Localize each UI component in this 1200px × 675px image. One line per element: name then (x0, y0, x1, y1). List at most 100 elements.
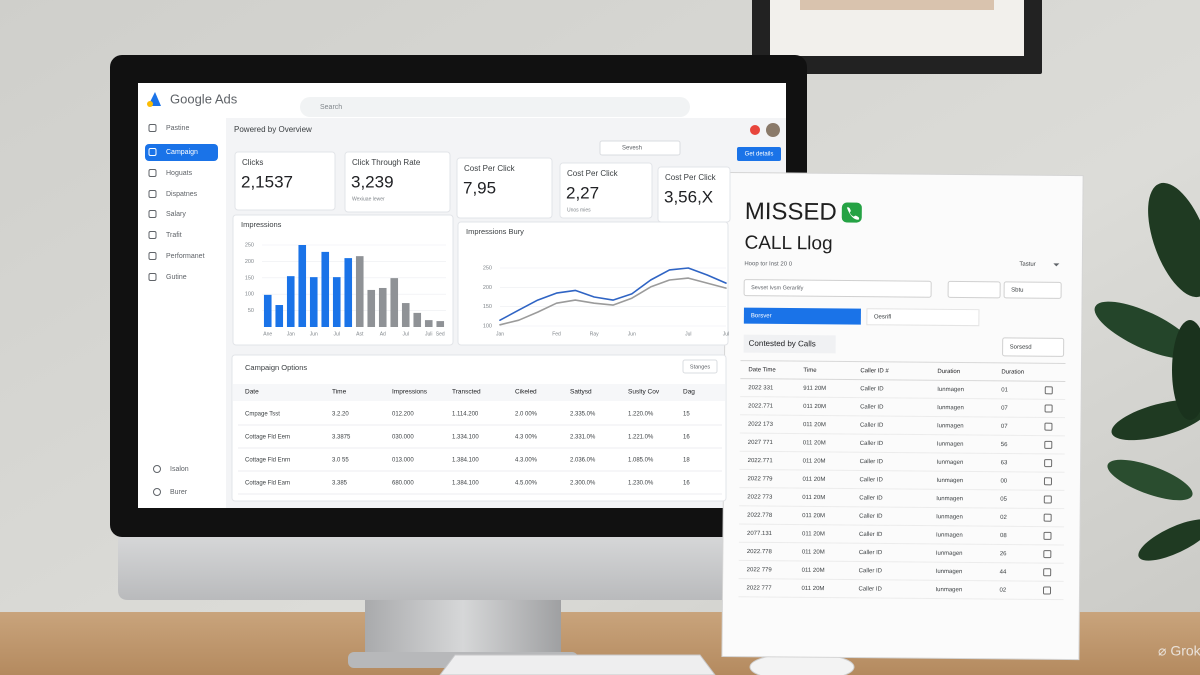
card (231, 354, 727, 502)
row-divider (739, 432, 1065, 437)
log-cell: Iunmagen (936, 514, 963, 520)
y-tick-label: 150 (483, 304, 492, 310)
action-button[interactable] (737, 147, 781, 161)
tab[interactable] (866, 308, 980, 327)
row-action[interactable] (1043, 531, 1052, 540)
x-tick-label: Jul (685, 331, 691, 337)
row-action[interactable] (1043, 495, 1052, 504)
kpi-label: Cost Per Click (567, 169, 619, 178)
option-select[interactable] (1003, 281, 1062, 299)
table-cell: Cmpage Tsst (245, 412, 280, 418)
log-cell: 011 20M (802, 550, 825, 556)
kpi-value: 7,95 (463, 178, 496, 197)
card (234, 151, 336, 211)
row-action[interactable] (1043, 550, 1052, 559)
call-log-sheet: MISSED CALL Llog Hoop tor Inst 20 0 Tastur S… (721, 171, 1084, 661)
kpi-value: 2,27 (566, 183, 599, 202)
bar (263, 294, 272, 327)
log-cell: 2022 779 (747, 476, 773, 482)
table-cell: 1.230.0% (628, 481, 654, 487)
nav-footer-item[interactable]: Isalon (170, 466, 189, 473)
log-cell: 2022 777 (746, 585, 772, 591)
avatar[interactable] (766, 123, 780, 137)
section-bg (743, 334, 836, 354)
row-action[interactable] (1042, 586, 1052, 595)
log-cell: Iunmagen (936, 532, 963, 538)
phone-icon (841, 202, 862, 223)
nav-item[interactable]: Trafit (166, 232, 182, 239)
table-cell: 2.0 00% (515, 412, 538, 418)
table-header-bg (233, 384, 725, 401)
x-tick-label: Jul (334, 331, 340, 337)
nav-selected[interactable] (145, 144, 218, 161)
tab-active[interactable] (743, 307, 861, 325)
x-tick-label: Ast (356, 331, 364, 337)
bar (344, 258, 353, 327)
kpi-note: Wexiuae lewer (352, 196, 385, 202)
keyboard (439, 654, 716, 675)
row-action[interactable] (1044, 422, 1053, 431)
nav-item[interactable]: Salary (166, 211, 186, 218)
row-divider (738, 559, 1064, 564)
sort-label[interactable]: Tastur (1019, 262, 1035, 268)
brand: Google Ads (170, 91, 238, 106)
picture-frame (752, 0, 1042, 74)
log-select[interactable] (743, 279, 932, 298)
row-action[interactable] (1043, 568, 1052, 577)
nav-item[interactable]: Performanet (166, 253, 205, 260)
log-header: Duration (937, 369, 960, 375)
x-tick-label: Jun (310, 331, 318, 337)
monitor-chin (118, 530, 800, 600)
kpi-value: 2,1537 (241, 172, 293, 191)
log-caption: Hoop tor Inst 20 0 (744, 261, 792, 267)
row-action[interactable] (1044, 386, 1053, 395)
row-action[interactable] (1044, 404, 1053, 413)
x-tick-label: Fed (552, 331, 561, 337)
log-cell: 011 20M (802, 495, 825, 501)
bar (367, 289, 376, 327)
tab-label: Oesrifl (874, 314, 891, 320)
log-cell: 2077.131 (747, 531, 773, 537)
nav-icon (148, 169, 157, 177)
bar (332, 277, 341, 327)
table-cell: 1.221.0% (628, 435, 654, 441)
log-cell: 011 20M (803, 440, 826, 446)
log-cell: 2022.771 (748, 458, 774, 464)
y-tick-label: 150 (245, 275, 254, 281)
log-cell: 05 (1000, 497, 1007, 503)
chart-title: Impressions (241, 220, 282, 229)
alert-icon[interactable] (750, 125, 760, 135)
section-button[interactable] (1002, 337, 1065, 357)
table-button[interactable] (682, 359, 718, 374)
log-cell: 2022 773 (747, 494, 773, 500)
log-cell: 011 20M (802, 513, 825, 519)
nav-item[interactable]: Gutine (166, 274, 187, 281)
nav-icon (148, 148, 157, 156)
nav-item[interactable]: Pastine (166, 125, 189, 132)
row-action[interactable] (1043, 513, 1052, 522)
log-cell: 01 (1001, 387, 1008, 393)
nav-item[interactable]: Dispatnes (166, 191, 198, 198)
log-header: Date Time (748, 367, 776, 373)
nav-item[interactable]: Hoguats (166, 170, 193, 177)
table-cell: 3.2.20 (332, 412, 349, 418)
table-cell: 1.384.100 (452, 481, 479, 487)
table-cell: 4.5.00% (515, 481, 538, 487)
log-cell: Iunmagen (936, 478, 963, 484)
log-cell: Caller ID (860, 423, 884, 429)
table-cell: 1.334.100 (452, 435, 479, 441)
log-cell: 08 (1000, 533, 1007, 539)
table-cell: 16 (683, 435, 690, 441)
row-action[interactable] (1044, 459, 1053, 468)
search-placeholder: Search (320, 104, 342, 111)
search-box[interactable] (300, 97, 690, 117)
nav-footer-item[interactable]: Burer (170, 489, 188, 496)
row-action[interactable] (1044, 440, 1053, 449)
row-action[interactable] (1043, 477, 1052, 486)
icon-button[interactable] (947, 280, 1001, 299)
table-cell: 1.220.0% (628, 412, 654, 418)
nav-item[interactable]: Campaign (166, 149, 198, 156)
log-cell: Caller ID (860, 459, 884, 465)
nav-icon (148, 252, 157, 260)
filter-select[interactable] (599, 140, 681, 156)
